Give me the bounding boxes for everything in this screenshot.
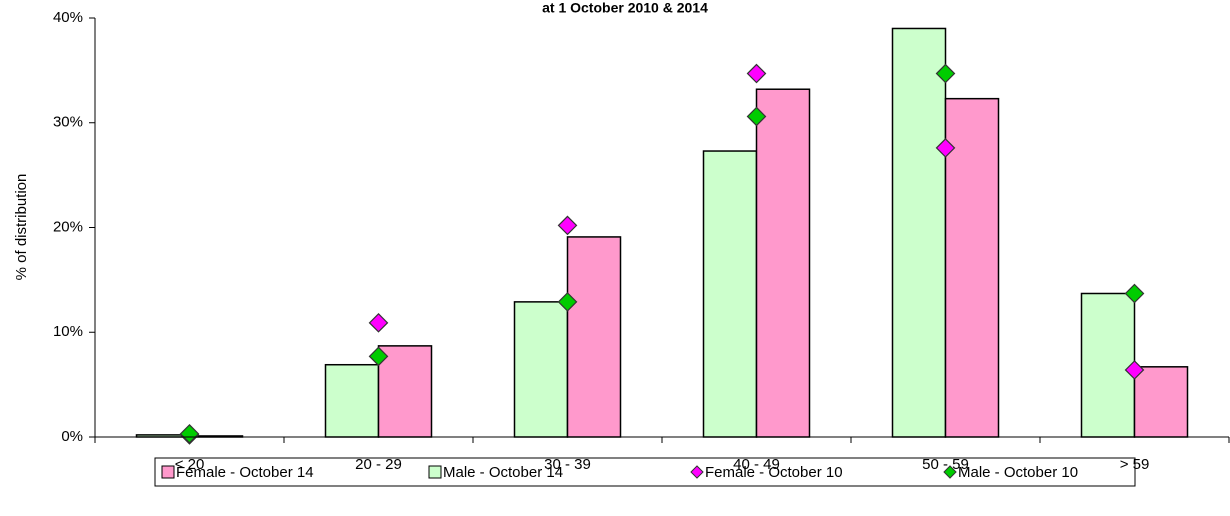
marker bbox=[935, 138, 956, 158]
chart-title: at 1 October 2010 & 2014 bbox=[542, 0, 708, 16]
legend-label: Male - October 14 bbox=[443, 464, 563, 481]
bar bbox=[377, 345, 433, 438]
marker bbox=[746, 106, 767, 127]
bar bbox=[755, 88, 811, 438]
bar bbox=[324, 363, 380, 438]
y-tick-label: 30% bbox=[53, 114, 83, 131]
x-tick-label: < 20 bbox=[175, 456, 205, 473]
legend-label: Female - October 10 bbox=[705, 464, 843, 481]
bar bbox=[702, 150, 758, 438]
marker bbox=[557, 215, 578, 236]
y-axis-label: % of distribution bbox=[13, 174, 30, 281]
marker bbox=[746, 63, 767, 84]
bar bbox=[1133, 366, 1189, 438]
legend-swatch bbox=[161, 465, 175, 479]
x-tick-label: 50 - 59 bbox=[922, 456, 969, 473]
y-tick-label: 10% bbox=[53, 323, 83, 340]
marker bbox=[935, 63, 956, 84]
legend-label: Male - October 10 bbox=[958, 464, 1078, 481]
marker bbox=[1124, 283, 1145, 304]
bar bbox=[513, 301, 569, 438]
x-tick-label: > 59 bbox=[1120, 456, 1150, 473]
x-tick-label: 20 - 29 bbox=[355, 456, 402, 473]
y-tick-label: 20% bbox=[53, 218, 83, 235]
legend-box bbox=[154, 457, 1136, 487]
marker bbox=[557, 292, 578, 312]
marker bbox=[368, 346, 389, 367]
bar bbox=[566, 236, 622, 438]
y-tick-label: 0% bbox=[61, 428, 83, 445]
legend-swatch bbox=[943, 465, 957, 479]
marker bbox=[1124, 360, 1145, 380]
bar bbox=[891, 27, 947, 438]
legend-swatch bbox=[690, 465, 704, 479]
legend-label: Female - October 14 bbox=[176, 464, 314, 481]
y-tick-label: 40% bbox=[53, 9, 83, 26]
legend-swatch bbox=[428, 465, 442, 479]
marker bbox=[368, 312, 389, 333]
bar bbox=[1080, 292, 1136, 438]
x-tick-label: 30 - 39 bbox=[544, 456, 591, 473]
marker bbox=[179, 424, 200, 444]
x-tick-label: 40 - 49 bbox=[733, 456, 780, 473]
